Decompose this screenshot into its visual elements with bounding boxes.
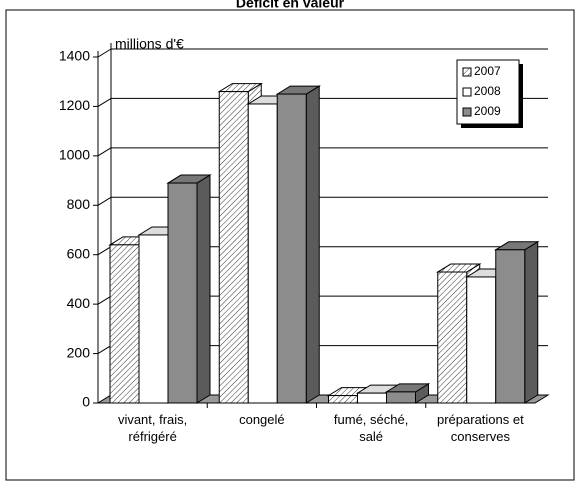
grid-line (97, 345, 112, 354)
bar-front (466, 276, 497, 404)
bar-front (328, 395, 358, 404)
bar-front (357, 392, 387, 404)
y-tick-label: 200 (67, 344, 91, 360)
chart-title: Déficit en valeur (236, 0, 345, 11)
bar-front (495, 249, 526, 404)
grid-line (97, 48, 112, 58)
bar-front (138, 234, 169, 404)
x-tick-label: préparations et conserves (437, 412, 524, 444)
bar-side (524, 240, 539, 404)
y-axis-label: millions d'€ (115, 36, 184, 52)
bar-front (386, 391, 416, 404)
bar-front (109, 244, 140, 404)
bar-front (247, 103, 278, 404)
bar-front (218, 91, 249, 404)
y-tick-label: 1000 (59, 147, 90, 163)
legend-label: 2008 (474, 84, 501, 98)
bar-front (437, 271, 468, 404)
y-tick-label: 1200 (59, 97, 90, 113)
bar (166, 174, 212, 404)
legend-swatch (462, 87, 472, 97)
grid-line (97, 295, 112, 305)
bar-front (276, 93, 307, 404)
bar (493, 240, 540, 404)
legend-label: 2009 (474, 104, 501, 118)
y-tick-label: 800 (67, 196, 91, 212)
y-tick-label: 0 (82, 394, 90, 410)
y-tick-label: 1400 (59, 48, 90, 64)
y-tick-label: 600 (67, 245, 91, 261)
y-tick-label: 400 (67, 295, 91, 311)
bar (275, 85, 322, 404)
legend-label: 2007 (474, 64, 501, 78)
x-tick-label: vivant, frais, réfrigéré (117, 412, 188, 444)
grid-line (97, 196, 112, 206)
bar (384, 382, 431, 404)
bar-front (167, 182, 198, 404)
grid-line (97, 246, 112, 256)
x-tick-label: fumé, séché, salé (333, 412, 409, 444)
bar-side (305, 85, 320, 404)
bar-side (196, 174, 211, 404)
chart-border (5, 9, 575, 481)
legend-swatch (462, 67, 472, 77)
grid-line (97, 147, 112, 157)
grid-line (97, 98, 112, 107)
x-tick-label: congelé (239, 412, 285, 427)
legend-swatch (462, 107, 472, 117)
